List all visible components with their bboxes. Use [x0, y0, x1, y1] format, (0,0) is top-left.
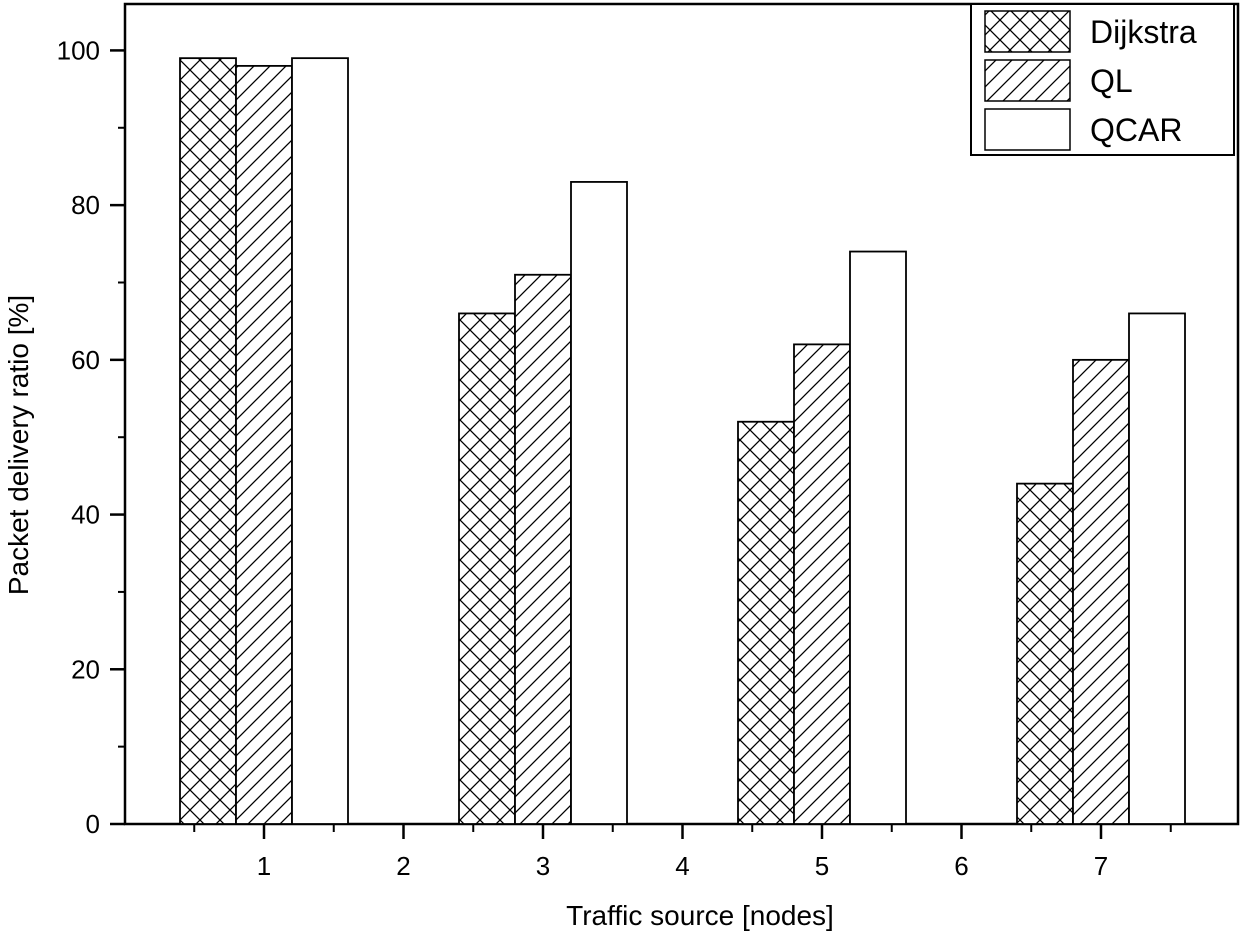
bar-dijkstra-7: [1016, 482, 1074, 825]
y-tick-label: 0: [86, 809, 100, 839]
x-tick-label: 3: [536, 851, 550, 881]
x-tick-label: 5: [815, 851, 829, 881]
x-axis: 1 2 3 4 5 6 7: [193, 824, 1172, 881]
x-axis-title: Traffic source [nodes]: [566, 900, 834, 931]
y-tick-label: 60: [71, 345, 100, 375]
legend-label-ql: QL: [1090, 63, 1133, 99]
bar-ql-1: [235, 64, 293, 825]
legend-swatch-qcar: [984, 108, 1071, 151]
legend-label-dijkstra: Dijkstra: [1090, 14, 1197, 50]
x-tick-label: 2: [396, 851, 410, 881]
bar-qcar-5: [849, 250, 907, 825]
y-tick-label: 80: [71, 190, 100, 220]
legend-label-qcar: QCAR: [1090, 112, 1182, 148]
legend: Dijkstra QL QCAR: [970, 3, 1235, 156]
bar-qcar-1: [291, 57, 349, 825]
x-tick-label: 1: [257, 851, 271, 881]
x-tick-label: 4: [675, 851, 689, 881]
bar-ql-7: [1072, 358, 1130, 825]
bar-qcar-7: [1128, 312, 1186, 825]
legend-swatch-ql: [984, 59, 1071, 102]
y-axis-title: Packet delivery ratio [%]: [3, 295, 34, 595]
bar-ql-3: [514, 273, 572, 825]
y-tick-label: 20: [71, 654, 100, 684]
bar-dijkstra-5: [737, 420, 795, 825]
y-tick-label: 100: [57, 35, 100, 65]
bar-qcar-3: [570, 181, 628, 825]
legend-swatch-dijkstra: [984, 10, 1071, 53]
x-tick-label: 6: [954, 851, 968, 881]
bar-dijkstra-1: [179, 57, 237, 825]
y-tick-label: 40: [71, 500, 100, 530]
y-axis: 0 20 40 60 80 100: [57, 35, 125, 839]
bar-ql-5: [793, 343, 851, 825]
x-tick-label: 7: [1094, 851, 1108, 881]
bars-group: [179, 57, 1186, 825]
bar-dijkstra-3: [458, 312, 516, 825]
